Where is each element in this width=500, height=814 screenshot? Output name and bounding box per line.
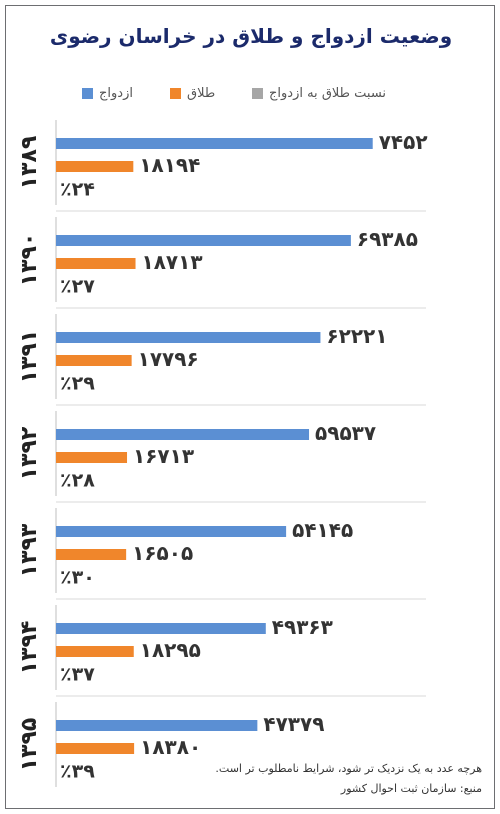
divorce-value-label: ۱۸۲۹۵: [140, 638, 201, 662]
legend-swatch-ratio: [252, 88, 263, 99]
divorce-bar: [56, 258, 136, 269]
divorce-value-label: ۱۸۳۸۰: [140, 735, 201, 759]
divorce-value-label: ۱۶۵۰۵: [132, 541, 193, 565]
legend-swatch-marriage: [82, 88, 93, 99]
ratio-value-label: ٪۲۹: [60, 373, 95, 395]
divorce-value-label: ۱۷۷۹۶: [138, 347, 199, 371]
chart-title: وضعیت ازدواج و طلاق در خراسان رضوی: [49, 24, 453, 48]
category-label: ۱۳۸۹: [17, 136, 42, 190]
ratio-value-label: ٪۲۴: [60, 179, 95, 201]
category-label: ۱۳۹۴: [17, 621, 42, 675]
divorce-bar: [56, 743, 135, 754]
legend-label-divorce: طلاق: [187, 86, 216, 101]
legend-label-ratio: نسبت طلاق به ازدواج: [269, 86, 387, 101]
legend-item-divorce: طلاق: [170, 86, 215, 101]
divorce-value-label: ۱۸۱۹۴: [139, 153, 200, 177]
legend-swatch-divorce: [170, 88, 181, 99]
marriage-value-label: ۶۲۲۲۱: [326, 324, 387, 348]
category-label: ۱۳۹۳: [17, 523, 42, 577]
source-note: منبع: سازمان ثبت احوال کشور: [340, 782, 482, 795]
marriage-bar: [56, 235, 351, 246]
divorce-value-label: ۱۶۷۱۳: [133, 444, 194, 468]
marriage-bar: [56, 138, 373, 149]
marriage-value-label: ۷۴۵۲: [379, 130, 428, 154]
divorce-bar: [56, 355, 132, 366]
ratio-value-label: ٪۳۷: [60, 664, 95, 686]
divorce-bar: [56, 646, 134, 657]
ratio-value-label: ٪۳۹: [60, 761, 95, 783]
marriage-value-label: ۵۹۵۳۷: [315, 421, 376, 445]
legend-item-marriage: ازدواج: [82, 86, 133, 101]
category-label: ۱۳۹۱: [17, 330, 42, 384]
ratio-value-label: ٪۲۷: [60, 276, 95, 298]
footnote: هرچه عدد به یک نزدیک تر شود، شرایط نامطل…: [215, 762, 482, 775]
marriage-value-label: ۴۷۳۷۹: [263, 712, 324, 736]
infographic-card: وضعیت ازدواج و طلاق در خراسان رضوی ازدوا…: [5, 5, 495, 809]
category-label: ۱۳۹۵: [17, 718, 42, 772]
bar-chart: ۱۳۸۹ ۷۴۵۲ ۱۸۱۹۴ ٪۲۴ ۱۳۹۰ ۶۹۳۸۵ ۱۸۷۱۳ ٪۲۷ ۱۳۹۱ ۶۲۲…: [17, 120, 428, 787]
category-label: ۱۳۹۰: [17, 233, 42, 287]
marriage-value-label: ۵۴۱۴۵: [292, 518, 353, 542]
marriage-bar: [56, 720, 258, 731]
chart-legend: ازدواج طلاق نسبت طلاق به ازدواج: [6, 86, 494, 106]
legend-label-marriage: ازدواج: [99, 86, 133, 101]
marriage-bar: [56, 429, 310, 440]
ratio-value-label: ٪۲۸: [60, 470, 95, 492]
divorce-bar: [56, 549, 127, 560]
legend-item-ratio: نسبت طلاق به ازدواج: [252, 86, 386, 101]
marriage-bar: [56, 332, 321, 343]
divorce-bar: [56, 161, 134, 172]
marriage-bar: [56, 623, 266, 634]
marriage-value-label: ۴۹۳۶۳: [272, 615, 333, 639]
divorce-bar: [56, 452, 128, 463]
category-label: ۱۳۹۲: [17, 426, 42, 480]
ratio-value-label: ٪۳۰: [60, 567, 95, 589]
marriage-value-label: ۶۹۳۸۵: [357, 227, 418, 251]
divorce-value-label: ۱۸۷۱۳: [142, 250, 203, 274]
marriage-bar: [56, 526, 287, 537]
